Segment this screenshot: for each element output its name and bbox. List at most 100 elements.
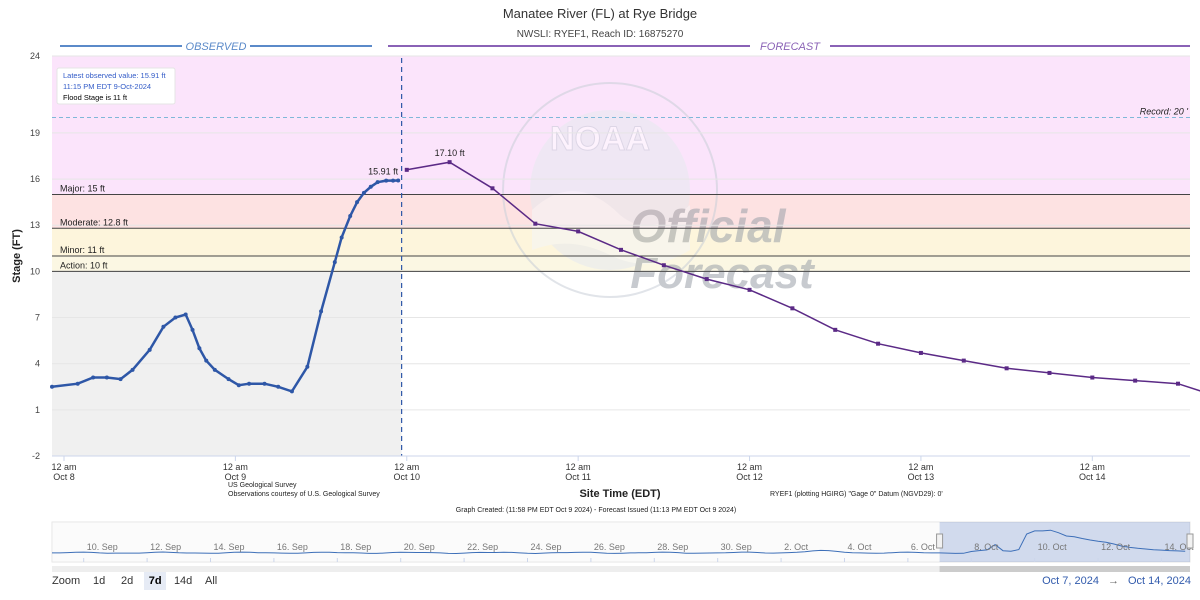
observed-point — [197, 346, 202, 351]
x-tick-label: Oct 10 — [394, 472, 421, 482]
forecast-point — [1133, 378, 1138, 383]
record-line: Record: 20 ' — [52, 107, 1190, 119]
forecast-point — [1004, 366, 1009, 371]
observed-point — [289, 389, 294, 394]
info-latest: Latest observed value: 15.91 ft — [63, 71, 166, 80]
navigator-label: 20. Sep — [404, 542, 435, 552]
forecast-point — [747, 287, 752, 292]
credit-datum: RYEF1 (plotting HGIRG) "Gage 0" Datum (N… — [770, 491, 943, 498]
observed-point — [50, 384, 54, 389]
observed-point — [236, 383, 241, 388]
forecast-point — [918, 350, 923, 355]
observed-point — [339, 235, 344, 240]
navigator-label: 18. Sep — [340, 542, 371, 552]
y-tick-label: 16 — [30, 174, 40, 184]
observed-last-label: 15.91 ft — [368, 166, 399, 176]
x-tick-label: 12 am — [223, 462, 248, 472]
observed-point — [118, 377, 123, 382]
navigator-label: 10. Sep — [87, 542, 118, 552]
forecast-point — [490, 186, 495, 191]
observed-point — [173, 315, 178, 320]
observed-point — [361, 190, 366, 195]
y-tick-label: 4 — [35, 359, 40, 369]
navigator-window — [939, 522, 1190, 562]
zoom-2d-button[interactable]: 2d — [116, 572, 138, 590]
x-tick-label: Oct 9 — [225, 472, 247, 482]
zoom-7d-button[interactable]: 7d — [144, 572, 167, 590]
observed-point — [190, 327, 195, 332]
navigator-handle-left — [936, 533, 944, 549]
y-axis: -2 1 4 7 10 13 16 19 24 — [30, 51, 40, 461]
y-tick-label: 24 — [30, 51, 40, 61]
zoom-label: Zoom — [52, 575, 81, 587]
observed-point — [391, 178, 396, 183]
navigator-label: 10. Oct — [1038, 542, 1068, 552]
y-tick-label: 1 — [35, 405, 40, 415]
y-tick-label: 7 — [35, 313, 40, 323]
forecast-label: FORECAST — [760, 41, 821, 53]
forecast-point — [1090, 375, 1095, 380]
range-separator: → — [1108, 575, 1119, 587]
date-range: Oct 7, 2024 → Oct 14, 2024 — [1039, 572, 1194, 590]
threshold-label: Moderate: 12.8 ft — [60, 217, 129, 227]
observed-point — [396, 178, 401, 183]
y-axis-title: Stage (FT) — [11, 229, 23, 283]
navigator[interactable]: 10. Sep 12. Sep 14. Sep 16. Sep 18. Sep 20. S… — [51, 521, 1194, 572]
watermark-official: Official — [630, 200, 786, 252]
x-axis-title: Site Time (EDT) — [579, 488, 660, 500]
forecast-point — [1047, 370, 1052, 375]
observed-point — [262, 381, 267, 386]
range-to-input[interactable]: Oct 14, 2024 — [1128, 575, 1191, 587]
noaa-logo-text: NOAA — [550, 120, 650, 158]
observed-point — [319, 309, 324, 314]
chart-title: Manatee River (FL) at Rye Bridge — [503, 6, 697, 21]
y-tick-label: 19 — [30, 128, 40, 138]
zoom-bar: Zoom 1d 2d 7d 14d All — [52, 572, 228, 590]
observed-point — [161, 324, 166, 329]
observed-banner: OBSERVED — [60, 39, 372, 53]
navigator-label: 16. Sep — [277, 542, 308, 552]
point-labels: 15.91 ft 17.10 ft — [368, 148, 465, 176]
y-tick-label: 13 — [30, 220, 40, 230]
navigator-label: 12. Oct — [1101, 542, 1131, 552]
credit-usgs-courtesy: Observations courtesy of U.S. Geological… — [228, 491, 380, 498]
navigator-label: 2. Oct — [784, 542, 809, 552]
observed-point — [276, 384, 281, 389]
x-tick-label: Oct 11 — [565, 472, 591, 482]
zoom-14d-button[interactable]: 14d — [172, 572, 194, 590]
forecast-point — [619, 247, 623, 252]
chart-subtitle: NWSLI: RYEF1, Reach ID: 16875270 — [517, 29, 684, 40]
observed-point — [355, 200, 360, 205]
forecast-point — [661, 263, 666, 268]
observed-point — [212, 367, 217, 372]
x-tick-label: Oct 12 — [736, 472, 763, 482]
navigator-label: 8. Oct — [974, 542, 999, 552]
observed-point — [130, 367, 135, 372]
observed-point — [368, 184, 373, 189]
x-tick-label: 12 am — [737, 462, 762, 472]
credit-created: Graph Created: (11:58 PM EDT Oct 9 2024)… — [456, 507, 736, 514]
observed-point — [183, 312, 188, 317]
navigator-scrollbar-thumb — [939, 566, 1190, 572]
navigator-label: 30. Sep — [721, 542, 752, 552]
observed-point — [147, 347, 152, 352]
zoom-1d-button[interactable]: 1d — [88, 572, 110, 590]
threshold-label: Minor: 11 ft — [60, 245, 105, 255]
forecast-point — [790, 306, 795, 311]
x-tick-label: Oct 13 — [908, 472, 935, 482]
zoom-all-button[interactable]: All — [200, 572, 222, 590]
forecast-series — [404, 160, 1200, 392]
observed-point — [375, 180, 380, 185]
navigator-label: 24. Sep — [530, 542, 561, 552]
forecast-point — [533, 221, 538, 226]
credit-usgs: US Geological Survey — [228, 482, 297, 489]
navigator-label: 28. Sep — [657, 542, 688, 552]
forecast-point — [404, 167, 409, 172]
info-time: 11:15 PM EDT 9-Oct-2024 — [63, 82, 151, 91]
record-label: Record: 20 ' — [1140, 107, 1189, 117]
range-from-input[interactable]: Oct 7, 2024 — [1042, 575, 1099, 587]
navigator-label: 4. Oct — [847, 542, 872, 552]
navigator-handle-right — [1186, 533, 1194, 549]
navigator-label: 22. Sep — [467, 542, 498, 552]
